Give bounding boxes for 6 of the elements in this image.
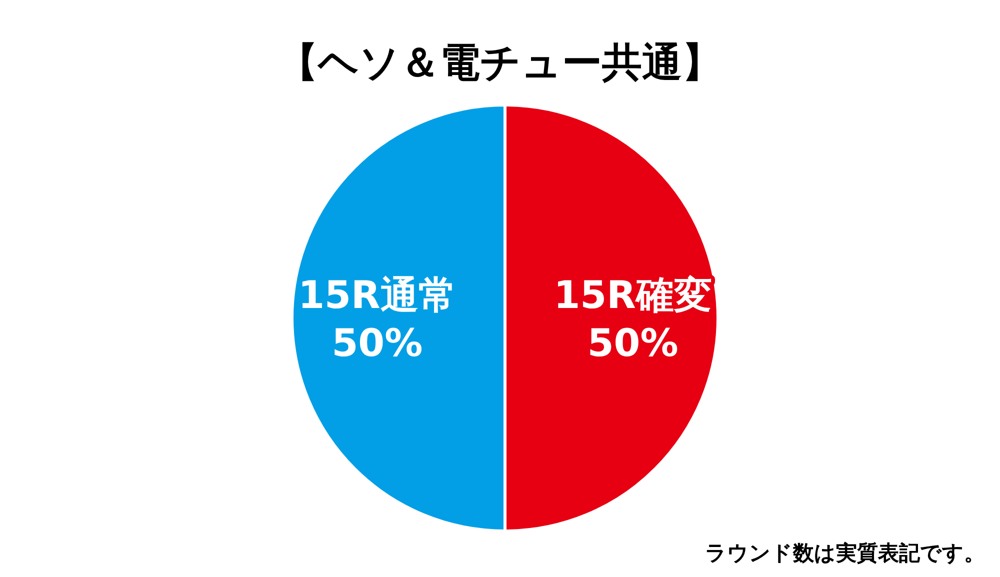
text: ラウンド数は実質表記です。 xyxy=(705,541,985,565)
data-label: 50% xyxy=(332,321,423,365)
slice-label: 15R確変 xyxy=(554,273,712,317)
data-label: 50% xyxy=(587,321,678,365)
chart-title: 【ヘソ＆電チュー共通】 xyxy=(278,40,722,86)
slice-label: 15R通常 xyxy=(298,273,456,317)
